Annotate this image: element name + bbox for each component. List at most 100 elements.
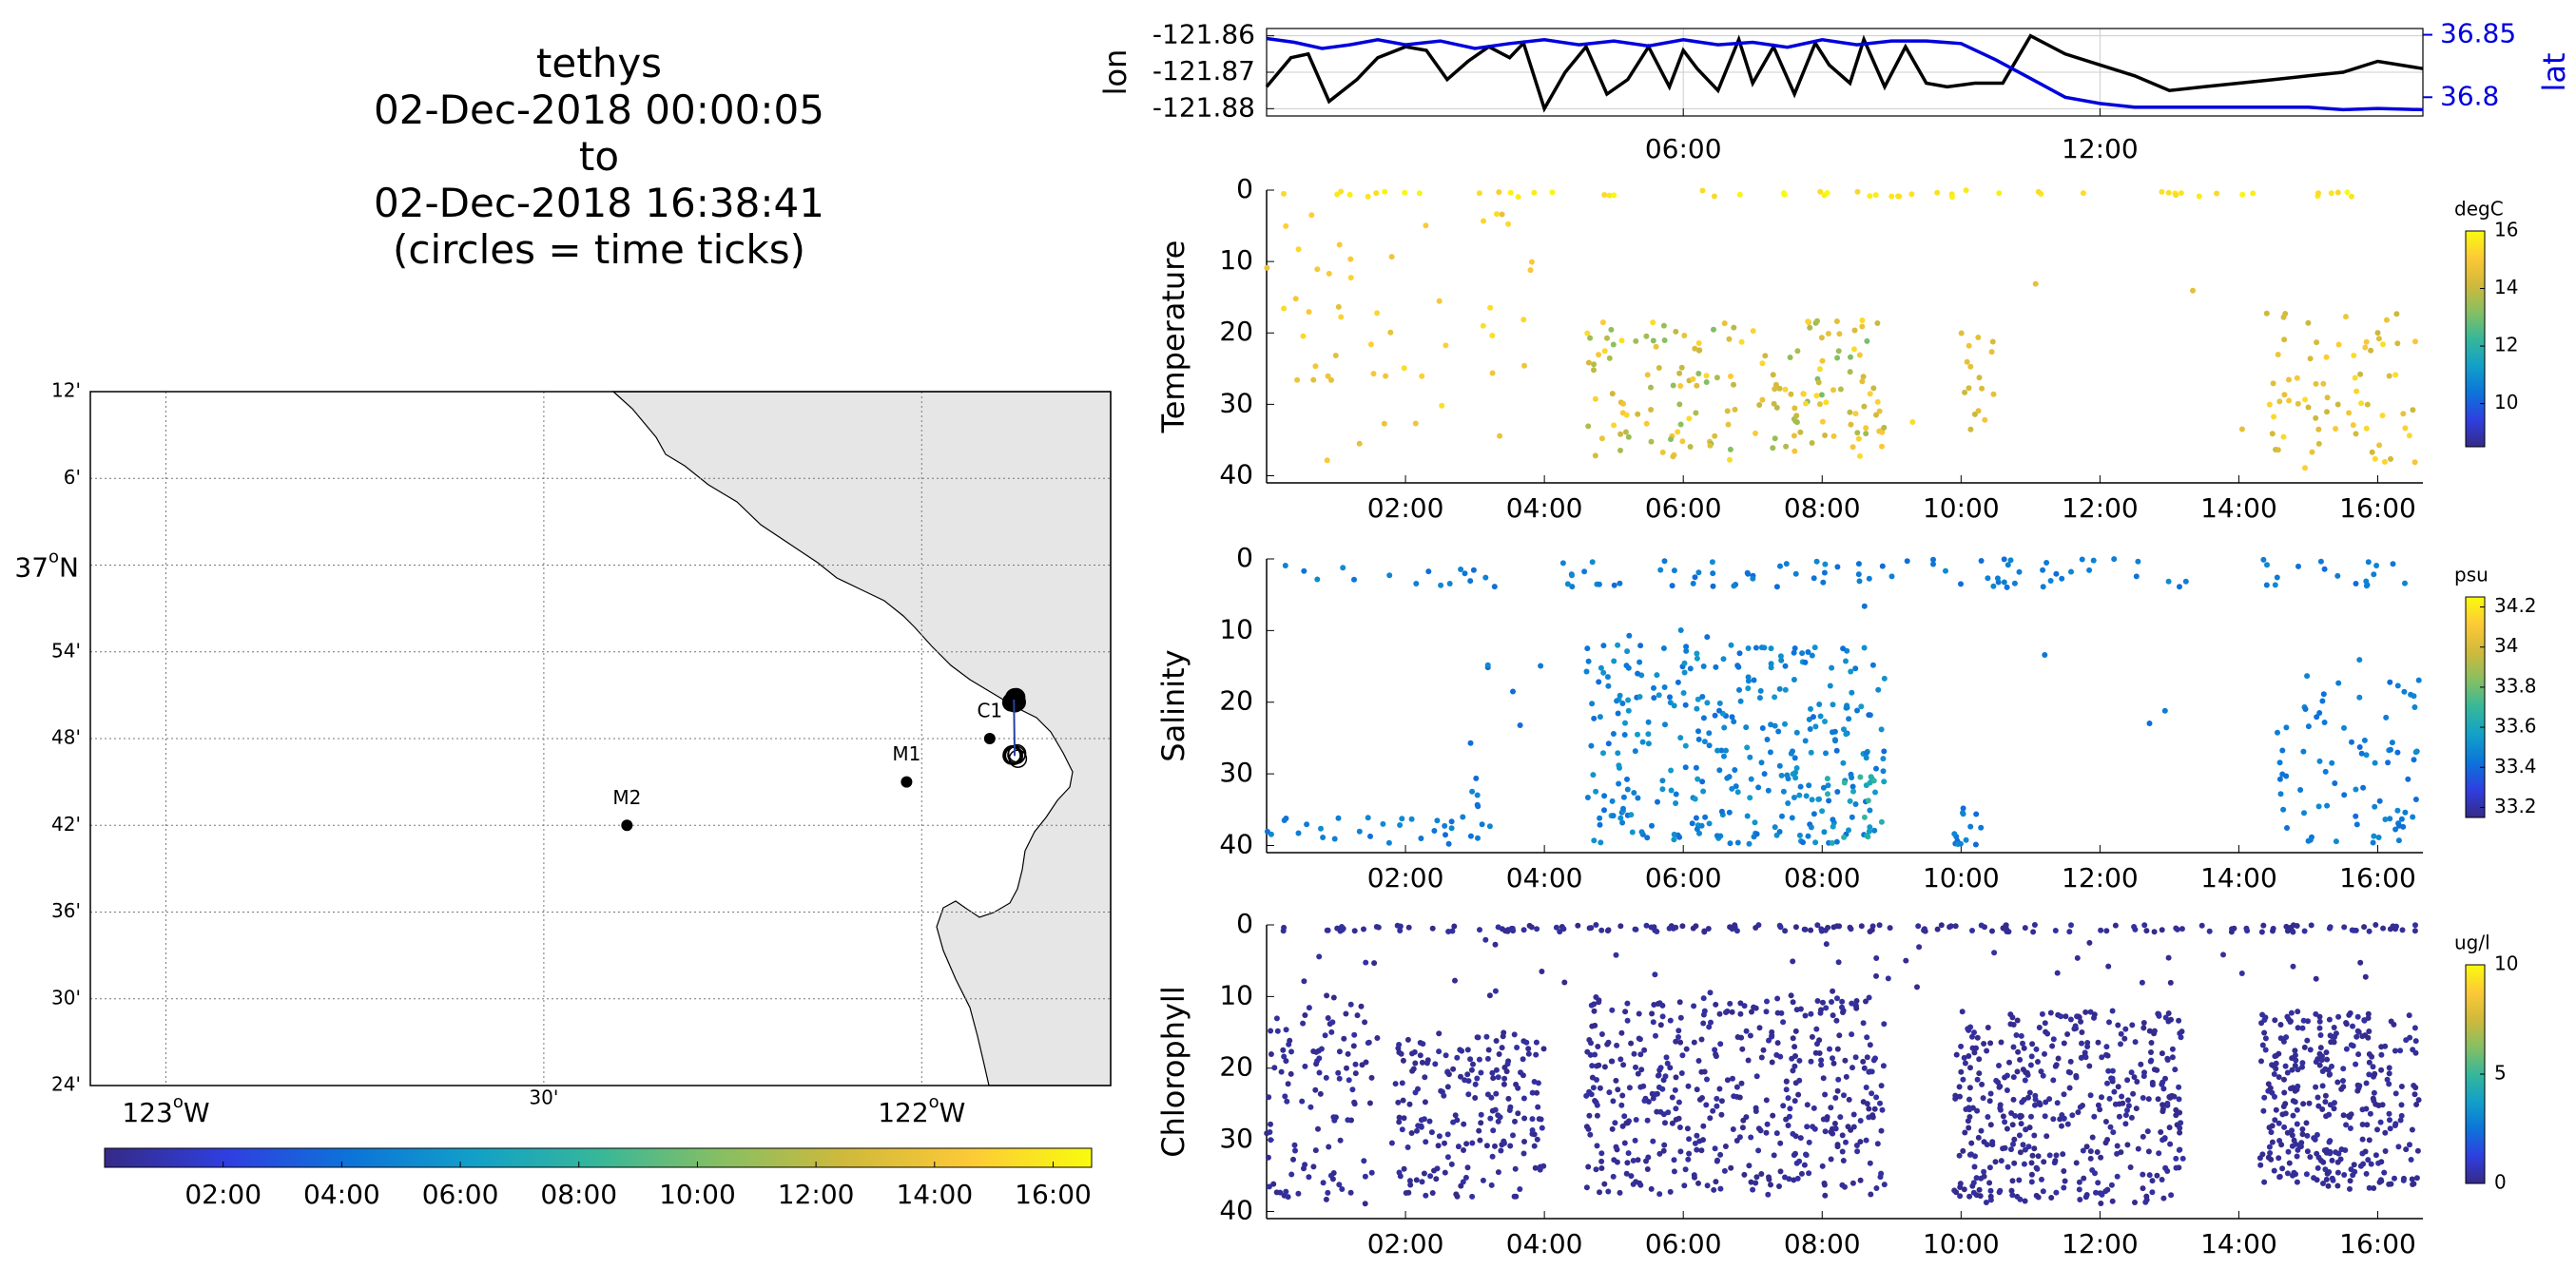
data-point xyxy=(1857,774,1864,780)
data-point xyxy=(1520,1056,1526,1063)
panel-ylabel: Temperature xyxy=(1155,240,1191,434)
data-point xyxy=(2398,816,2405,822)
data-point xyxy=(2122,1121,2129,1127)
data-point xyxy=(1422,1099,1428,1105)
data-point xyxy=(1465,1091,1472,1098)
data-point xyxy=(1610,1173,1617,1180)
data-point xyxy=(2397,1117,2404,1124)
data-point xyxy=(1818,1057,1825,1064)
data-point xyxy=(1792,1150,1798,1157)
data-point xyxy=(1336,1048,1343,1055)
data-point xyxy=(1660,1147,1667,1154)
data-point xyxy=(1839,1148,1846,1155)
data-point xyxy=(1446,581,1453,586)
nav-ylabel: lon xyxy=(1097,49,1133,96)
data-point xyxy=(2167,979,2174,986)
data-point xyxy=(1849,1031,1855,1038)
data-point xyxy=(1657,1022,1664,1028)
data-point xyxy=(1734,839,1741,846)
data-point xyxy=(1268,1028,1274,1034)
data-point xyxy=(1584,1048,1591,1055)
data-point xyxy=(2156,1150,2162,1157)
data-point xyxy=(2036,1100,2043,1106)
data-point xyxy=(1713,663,1719,670)
data-point xyxy=(1325,373,1331,379)
data-point xyxy=(1741,1171,1748,1178)
data-point xyxy=(1757,687,1764,694)
data-point xyxy=(1653,1032,1658,1039)
data-point xyxy=(1714,1103,1720,1109)
data-point xyxy=(1480,322,1486,329)
data-point xyxy=(1813,558,1820,565)
data-point xyxy=(1584,330,1591,336)
data-point xyxy=(2149,1178,2156,1184)
data-point xyxy=(2041,1159,2047,1165)
data-point xyxy=(1664,1060,1671,1067)
data-point xyxy=(2053,570,2060,577)
data-point xyxy=(1880,756,1887,762)
data-point xyxy=(1611,192,1617,199)
data-point xyxy=(1768,1182,1773,1188)
data-point xyxy=(1473,775,1480,781)
data-point xyxy=(2275,447,2281,453)
data-point xyxy=(1598,435,1605,442)
data-point xyxy=(1452,977,1458,984)
data-point xyxy=(1863,755,1869,761)
data-point xyxy=(1267,1129,1273,1135)
data-point xyxy=(1671,702,1677,709)
data-point xyxy=(1510,688,1516,695)
data-point xyxy=(1605,1188,1612,1195)
data-point xyxy=(2054,1100,2061,1106)
data-point xyxy=(1569,572,1575,579)
data-point xyxy=(2304,1148,2311,1155)
data-point xyxy=(2089,1167,2096,1173)
data-point xyxy=(2361,737,2368,743)
data-point xyxy=(1410,1066,1417,1072)
data-point xyxy=(1881,748,1888,755)
data-point xyxy=(2376,798,2383,804)
data-point xyxy=(1868,1191,1874,1198)
panel-xtick-label: 08:00 xyxy=(1784,492,1861,524)
data-point xyxy=(1847,409,1853,415)
data-point xyxy=(2314,1131,2320,1138)
data-point xyxy=(1711,326,1716,333)
data-point xyxy=(1714,1158,1720,1164)
data-point xyxy=(1392,1081,1399,1087)
data-point xyxy=(1498,1147,1504,1154)
data-point xyxy=(1622,1009,1629,1015)
data-point xyxy=(1486,992,1493,999)
data-point xyxy=(1816,401,1823,408)
data-point xyxy=(2173,192,2179,199)
data-point xyxy=(2316,1025,2323,1031)
data-point xyxy=(2043,1133,2050,1140)
data-point xyxy=(1518,1069,1523,1076)
data-point xyxy=(1864,1101,1870,1107)
data-point xyxy=(1625,707,1632,714)
data-point xyxy=(1904,558,1910,565)
data-point xyxy=(1730,1126,1736,1132)
data-point xyxy=(1714,1095,1720,1102)
station-label: C1 xyxy=(977,700,1002,722)
data-point xyxy=(1675,429,1681,435)
data-point xyxy=(1782,686,1789,693)
data-point xyxy=(2281,336,2288,343)
data-point xyxy=(1622,429,1629,435)
data-point xyxy=(1312,1086,1319,1093)
data-point xyxy=(1881,675,1888,682)
data-point xyxy=(2343,1046,2350,1052)
data-point xyxy=(2140,1185,2146,1192)
data-point xyxy=(1791,795,1797,800)
data-point xyxy=(1656,1150,1663,1157)
data-point xyxy=(2318,1057,2325,1064)
data-point xyxy=(1986,1098,1993,1105)
data-point xyxy=(1322,1032,1328,1039)
data-point xyxy=(1818,335,1825,341)
data-point xyxy=(1677,627,1684,633)
data-point xyxy=(2302,465,2308,471)
data-point xyxy=(1816,1037,1823,1044)
data-point xyxy=(1320,835,1327,840)
data-point xyxy=(1374,310,1381,317)
data-point xyxy=(1692,1140,1698,1146)
data-point xyxy=(1445,1071,1452,1078)
data-point xyxy=(1650,319,1656,326)
